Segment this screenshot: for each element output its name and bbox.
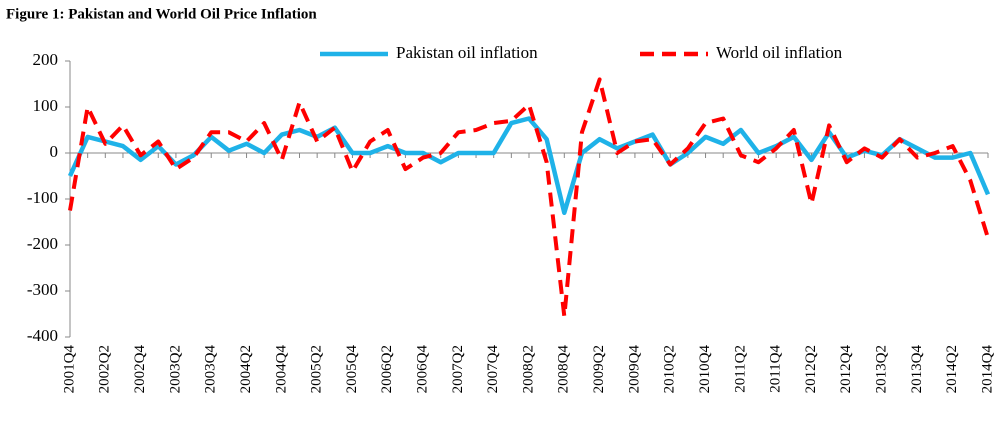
x-tick-label: 2008Q4 [556,345,572,394]
x-tick-label: 2007Q4 [485,345,501,394]
x-tick-label: 2009Q2 [591,345,607,393]
x-tick-label: 2010Q4 [697,345,713,394]
x-tick-label: 2006Q4 [415,345,431,394]
y-tick-label: 0 [50,142,59,161]
x-tick-label: 2006Q2 [379,345,395,393]
x-tick-label: 2010Q2 [662,345,678,393]
x-tick-label: 2008Q2 [520,345,536,393]
x-tick-label: 2003Q4 [203,345,219,394]
x-tick-label: 2001Q4 [61,345,77,394]
x-tick-label: 2004Q2 [238,345,254,393]
legend-label: World oil inflation [716,43,843,62]
y-tick-label: -100 [27,188,58,207]
x-tick-label: 2014Q2 [944,345,960,393]
x-tick-label: 2009Q4 [626,345,642,394]
x-tick-label: 2011Q4 [768,345,784,393]
x-tick-label: 2002Q2 [97,345,113,393]
x-tick-label: 2003Q2 [167,345,183,393]
y-tick-label: -200 [27,234,58,253]
x-tick-label: 2012Q4 [838,345,854,394]
x-tick-label: 2013Q4 [909,345,925,394]
y-tick-label: -300 [27,280,58,299]
x-tick-label: 2011Q2 [732,345,748,393]
x-tick-label: 2004Q4 [273,345,289,394]
series-line [68,77,990,319]
x-tick-label: 2014Q4 [979,345,995,394]
legend-label: Pakistan oil inflation [396,43,538,62]
x-tick-label: 2012Q2 [803,345,819,393]
y-tick-label: 200 [33,50,59,69]
x-tick-label: 2007Q2 [450,345,466,393]
y-tick-label: 100 [33,96,59,115]
x-tick-label: 2005Q4 [344,345,360,394]
series-line [67,116,991,216]
x-tick-label: 2005Q2 [309,345,325,393]
x-tick-label: 2013Q2 [874,345,890,393]
x-tick-label: 2002Q4 [132,345,148,394]
chart-title: Figure 1: Pakistan and World Oil Price I… [6,6,317,22]
y-tick-label: -400 [27,326,58,345]
